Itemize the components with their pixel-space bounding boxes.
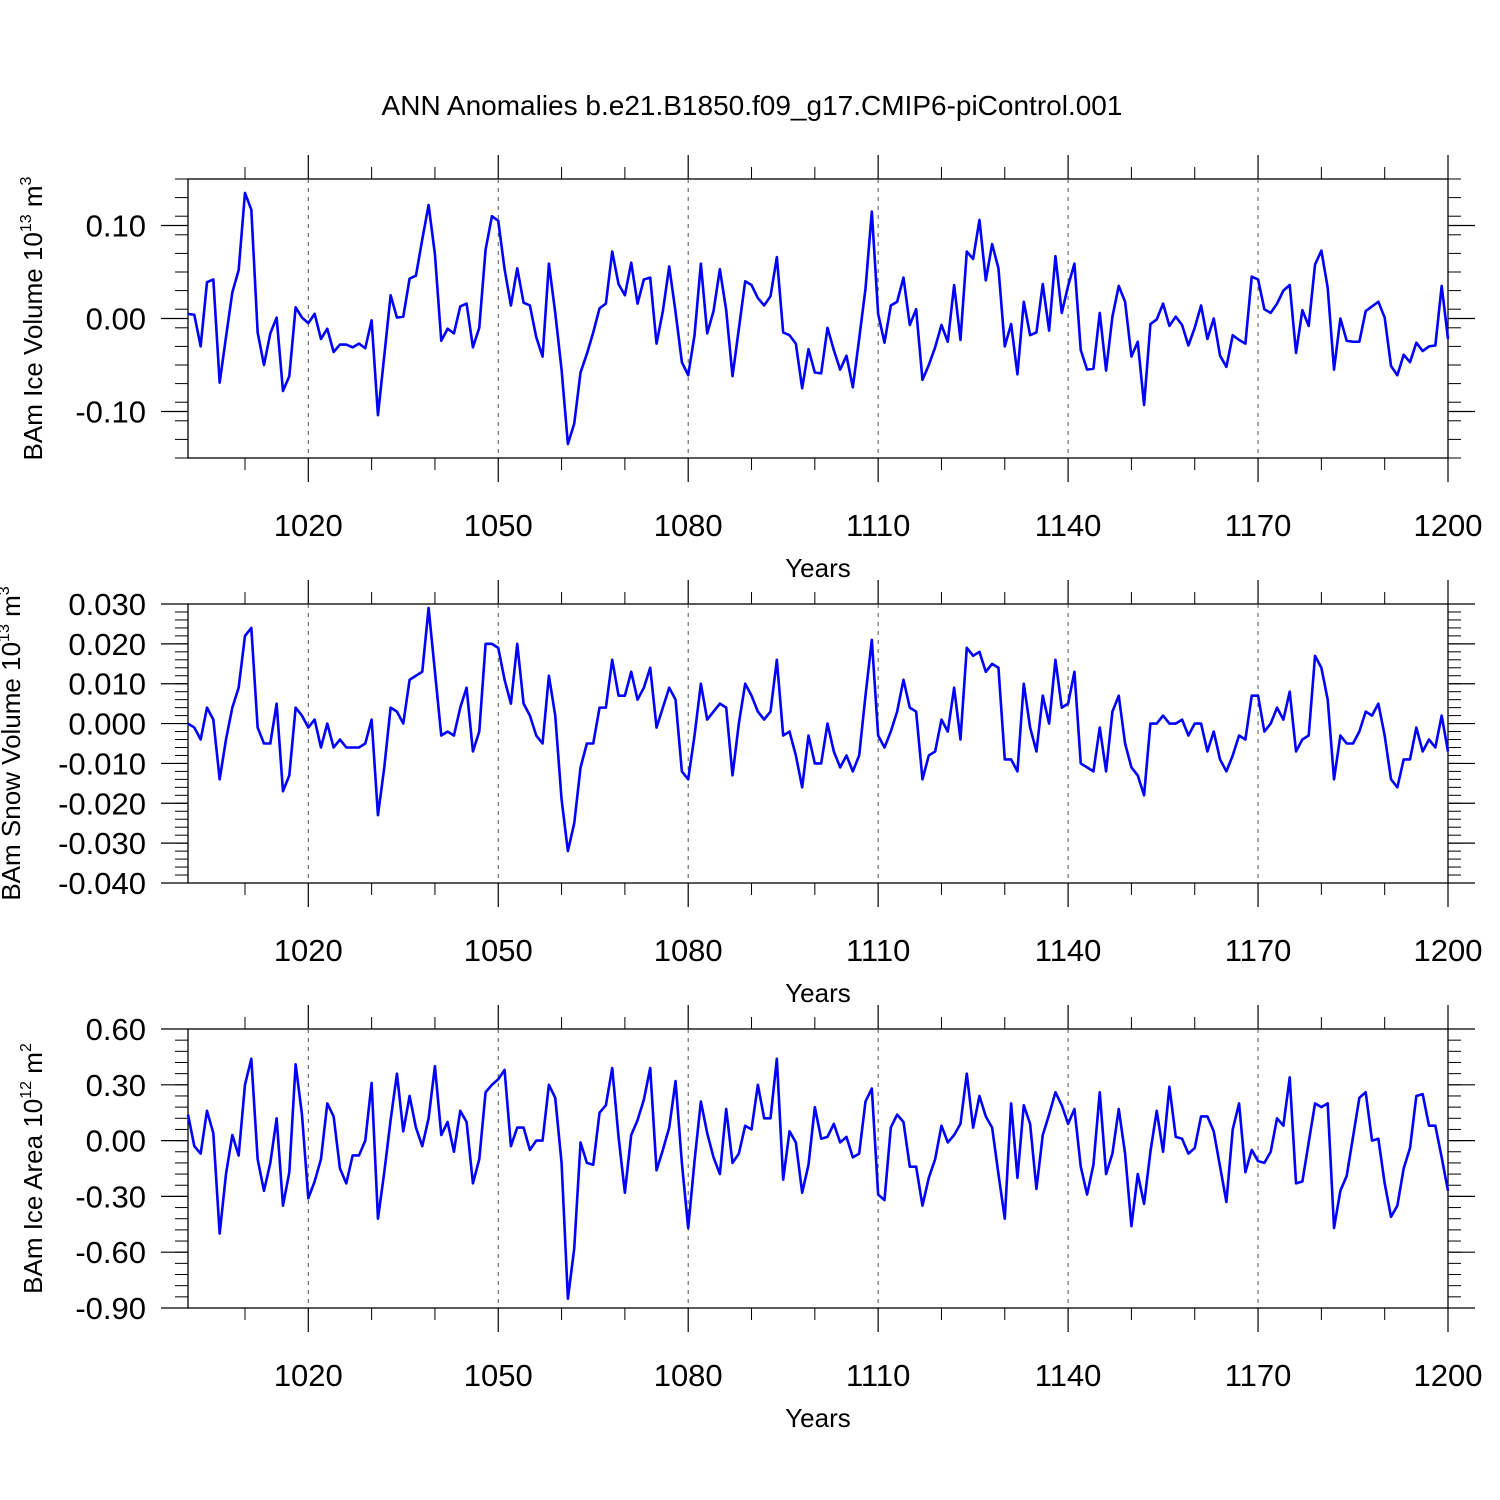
- ice-area-ylabel-main: BAm Ice Area 10: [18, 1099, 48, 1294]
- snow-volume-x-axis-label: Years: [785, 978, 851, 1008]
- ice-area-plot-frame: [187, 1028, 1449, 1309]
- snow-volume-x-tick-label: 1110: [846, 933, 910, 968]
- ice-volume-plot-frame: [187, 178, 1449, 459]
- ice-area-y-tick-label: 0.00: [86, 1124, 146, 1159]
- ice-volume-x-tick-label: 1140: [1035, 508, 1102, 543]
- ice-area-y-tick-label: 0.60: [86, 1012, 146, 1047]
- ice-area-y-tick-label: -0.30: [75, 1179, 146, 1214]
- ice-volume-x-tick-label: 1020: [274, 508, 343, 543]
- ice-volume-x-tick-label: 1170: [1225, 508, 1292, 543]
- snow-volume-y-tick-label: -0.030: [58, 826, 146, 861]
- snow-volume-y-tick-label: -0.040: [58, 866, 146, 901]
- ice-volume-ylabel-unit_exp: 3: [18, 176, 35, 185]
- snow-volume-y-tick-label: -0.010: [58, 746, 146, 781]
- snow-volume-series-line: [187, 606, 1450, 853]
- ice-area-y-tick-label: -0.60: [75, 1235, 146, 1270]
- ice-volume-y-tick-label: 0.00: [86, 302, 146, 337]
- ice-area-ylabel-unit: m: [18, 1052, 48, 1074]
- ice-volume-x-tick-label: 1080: [654, 508, 723, 543]
- snow-volume-y-tick-label: -0.020: [58, 786, 146, 821]
- snow-volume-y-axis-label: BAm Snow Volume 1013 m3: [0, 586, 26, 900]
- ice-area-ylabel-unit_exp: 2: [18, 1043, 35, 1052]
- ice-area-x-tick-label: 1200: [1414, 1358, 1483, 1393]
- ice-area-x-tick-label: 1080: [654, 1358, 723, 1393]
- snow-volume-x-tick-label: 1020: [274, 933, 343, 968]
- snow-volume-x-tick-label: 1080: [654, 933, 723, 968]
- chart-title: ANN Anomalies b.e21.B1850.f09_g17.CMIP6-…: [382, 90, 1123, 121]
- snow-volume-ylabel-unit: m: [0, 595, 26, 617]
- ice-volume-x-tick-label: 1110: [846, 508, 910, 543]
- snow-volume-y-tick-label: 0.020: [68, 627, 146, 662]
- ice-volume-series-line: [187, 191, 1450, 446]
- ice-area-x-tick-label: 1170: [1225, 1358, 1292, 1393]
- ice-volume-x-axis-label: Years: [785, 553, 851, 583]
- snow-volume-y-tick-label: 0.010: [68, 667, 146, 702]
- ice-area-y-tick-label: 0.30: [86, 1068, 146, 1103]
- ice-area-x-tick-label: 1110: [846, 1358, 910, 1393]
- ice-area-y-tick-label: -0.90: [75, 1291, 146, 1326]
- ice-volume-x-tick-label: 1050: [464, 508, 533, 543]
- snow-volume-y-tick-label: 0.030: [68, 587, 146, 622]
- ice-volume-x-tick-label: 1200: [1414, 508, 1483, 543]
- snow-volume-x-tick-label: 1050: [464, 933, 533, 968]
- snow-volume-x-tick-label: 1170: [1225, 933, 1292, 968]
- ice-volume-y-tick-label: -0.10: [75, 395, 146, 430]
- ice-area-x-tick-label: 1050: [464, 1358, 533, 1393]
- ice-area-x-axis-label: Years: [785, 1403, 851, 1433]
- snow-volume-x-tick-label: 1200: [1414, 933, 1483, 968]
- ice-area-x-tick-label: 1020: [274, 1358, 343, 1393]
- snow-volume-x-tick-label: 1140: [1035, 933, 1102, 968]
- ice-volume-y-tick-label: 0.10: [86, 209, 146, 244]
- ice-volume-ylabel-exp: 13: [18, 214, 35, 232]
- snow-volume-ylabel-exp: 13: [0, 624, 13, 642]
- ice-area-ylabel-exp: 12: [18, 1081, 35, 1099]
- ice-area-y-axis-label: BAm Ice Area 1012 m2: [18, 1043, 48, 1294]
- snow-volume-y-tick-label: 0.000: [68, 707, 146, 742]
- ice-volume-ylabel-unit: m: [18, 185, 48, 207]
- ice-area-series-line: [186, 1057, 1450, 1300]
- snow-volume-ylabel-unit_exp: 3: [0, 586, 13, 595]
- ice-volume-ylabel-main: BAm Ice Volume 10: [18, 232, 48, 460]
- snow-volume-ylabel-main: BAm Snow Volume 10: [0, 642, 26, 901]
- ice-area-x-tick-label: 1140: [1035, 1358, 1102, 1393]
- snow-volume-plot-frame: [187, 603, 1449, 884]
- ice-volume-y-axis-label: BAm Ice Volume 1013 m3: [18, 176, 48, 460]
